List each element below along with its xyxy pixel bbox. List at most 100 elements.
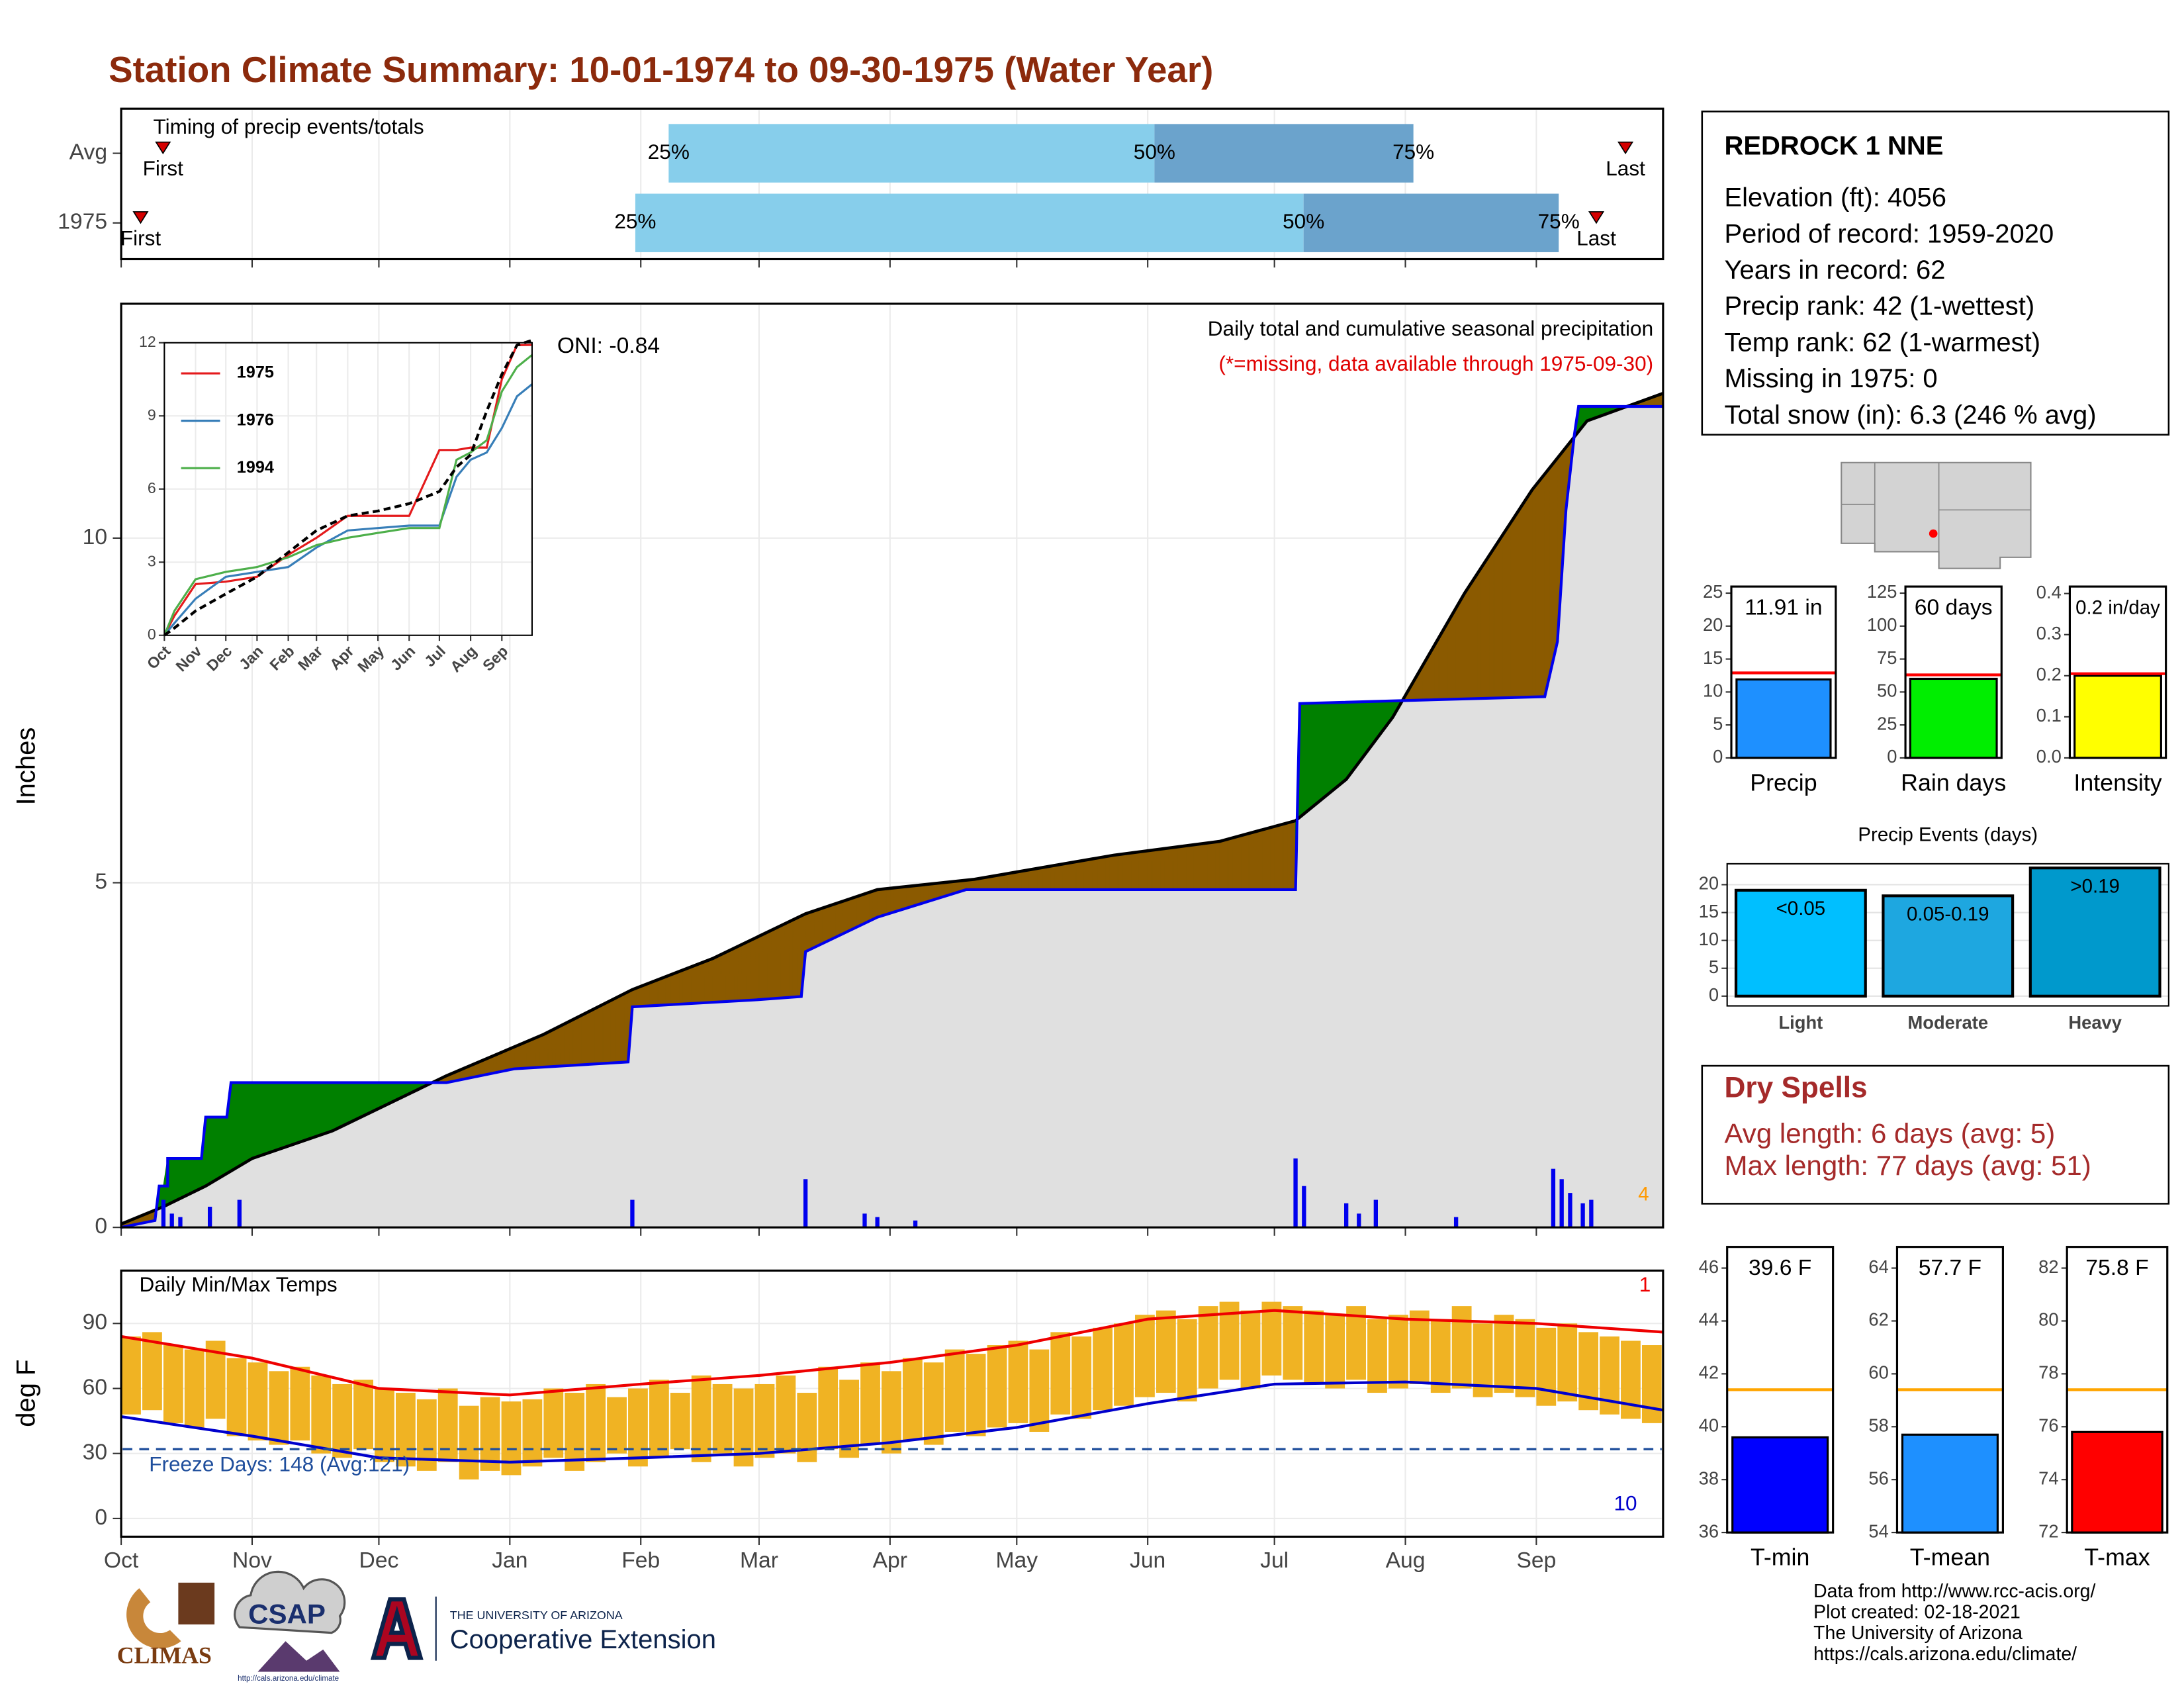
panel-frame [163,342,533,636]
temp-range-bar [607,1397,627,1454]
daily-bar [1373,1199,1378,1228]
daily-bar [169,1213,174,1228]
x-tick-label: Nov [232,1548,272,1573]
temp-range-bar [628,1388,648,1467]
y-tick-label: 30 [83,1440,107,1465]
y-tick-label: 15 [1699,901,1719,921]
average-line [163,339,533,637]
temp-range-bar [754,1383,775,1458]
temp-range-bar [1261,1301,1282,1376]
event-marker [1588,211,1605,224]
dry-spells-line: Max length: 77 days (avg: 51) [1724,1150,2091,1181]
row-label: 1975 [58,210,107,234]
range-label: <0.05 [1776,898,1826,919]
record-high-count: 1 [1639,1272,1651,1296]
category-label: Intensity [2073,769,2161,796]
y-tick-label: 44 [1699,1309,1719,1330]
daily-bar [913,1220,918,1228]
y-tick-label: 62 [1868,1309,1888,1330]
y-tick-label: 0 [95,1214,107,1239]
temp-range-bar [1071,1336,1092,1419]
x-tick-label: Feb [621,1548,660,1573]
daily-bar [1302,1186,1306,1228]
bar-title: Precip Events (days) [1858,824,2038,846]
temp-range-bar [353,1380,373,1450]
temp-range-bar [1198,1306,1218,1389]
temp-range-bar [1135,1315,1155,1397]
temp-range-bar [1114,1323,1134,1406]
temp-range-bar [670,1393,690,1450]
credit-line: Plot created: 02-18-2021 [1813,1602,2021,1623]
panel-frame [1730,585,1837,759]
temp-range-bar [987,1345,1007,1428]
y-tick-label: 46 [1699,1256,1719,1277]
y-tick-label: 74 [2038,1468,2058,1488]
temp-range-bar [1050,1332,1071,1415]
value-label: 60 days [1915,596,1993,620]
quartile-bar [668,124,1155,183]
x-tick-label: May [354,642,387,675]
y-tick-label: 10 [1699,929,1719,949]
daily-bar [1453,1217,1459,1228]
value-label: 75.8 F [2085,1256,2148,1280]
oni-label: ONI: -0.84 [557,334,660,358]
x-tick-label: Sep [1516,1548,1556,1573]
temp-title: Daily Min/Max Temps [139,1272,337,1296]
logos: CLIMAS CSAP http://cals.arizona.edu/clim… [117,1570,716,1683]
x-tick-label: Oct [104,1548,139,1573]
daily-bar [207,1206,212,1228]
station-box [1701,111,2170,436]
timing-title: Timing of precip events/totals [154,115,424,138]
range-label: >0.19 [2070,875,2120,897]
temp-range-bar [1304,1310,1324,1384]
daily-bar [1551,1168,1556,1228]
event-label: First [120,226,161,250]
temp-range-bar [691,1375,711,1462]
temp-range-bar [1409,1310,1430,1384]
bar [2073,675,2162,759]
x-tick-label: Dec [203,642,235,674]
x-tick-label: Mar [740,1548,778,1573]
value-label: 0.2 in/day [2075,597,2160,619]
temp-range-bar [1430,1319,1451,1393]
credit-line: Data from http://www.rcc-acis.org/ [1813,1581,2095,1602]
csap-url: http://cals.arizona.edu/climate [238,1675,339,1683]
y-tick-label: 100 [1867,614,1897,635]
bar [1735,678,1832,759]
climas-logo-text: CLIMAS [117,1642,212,1669]
y-tick-label: 3 [148,552,156,569]
base-area [121,406,1663,1228]
station-line: Period of record: 1959-2020 [1724,219,2054,248]
x-tick-label: Jun [1130,1548,1165,1573]
daily-bar [1357,1213,1361,1228]
precip-subtitle: Daily total and cumulative seasonal prec… [1208,316,1653,340]
record-low-count: 10 [1614,1491,1637,1515]
daily-bar [237,1199,242,1228]
panel-frame [1726,863,2169,1007]
csap-logo-text: CSAP [248,1598,326,1629]
normal-low-line [120,1380,1664,1464]
station-line: Precip rank: 42 (1-wettest) [1724,292,2034,321]
series-line [163,383,533,636]
daily-bar [1293,1158,1298,1228]
y-tick-label: 75 [1877,647,1897,668]
x-tick-label: Apr [326,642,357,673]
y-tick-label: 9 [148,406,156,423]
station-line: Missing in 1975: 0 [1724,364,1937,393]
range-label: 0.05-0.19 [1907,904,1989,925]
event-marker [155,141,171,155]
quartile-label: 75% [1392,140,1434,164]
temp-range-bar [902,1358,923,1441]
y-tick-label: 5 [1709,957,1719,977]
missing-note: (*=missing, data available through 1975-… [1218,352,1653,375]
temp-range-bar [1240,1310,1261,1389]
temp-range-bar [437,1388,458,1462]
temp-range-bar [395,1393,416,1467]
temp-range-bar [776,1375,796,1454]
temp-range-bar [248,1362,268,1441]
daily-bar [1344,1203,1349,1228]
temp-range-bar [649,1380,669,1458]
extension-name: Cooperative Extension [450,1625,716,1654]
y-tick-label: 125 [1867,581,1897,602]
